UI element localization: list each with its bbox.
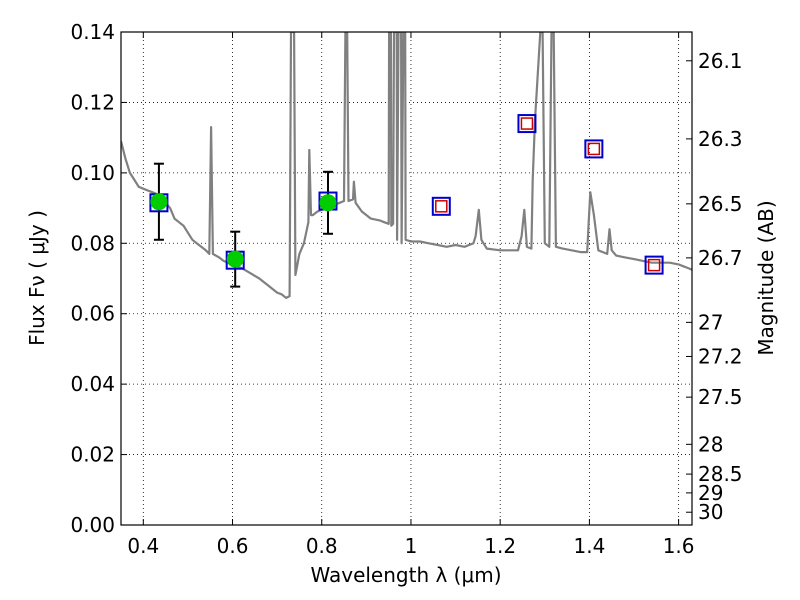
- predicted-photometry-square: [520, 117, 534, 130]
- x-tick-label: 0.8: [306, 534, 338, 558]
- y-tick-label: 0.12: [70, 90, 115, 114]
- x-tick-label: 0.6: [217, 534, 249, 558]
- predicted-photometry-square: [647, 258, 661, 272]
- x-tick-label: 1.6: [663, 534, 695, 558]
- right-tick-label: 26.1: [698, 49, 743, 73]
- model-photometry-square: [644, 255, 664, 275]
- x-tick-label: 0.4: [127, 534, 159, 558]
- right-tick-label: 27.5: [698, 385, 743, 409]
- y-axis-label: Flux Fν ( μJy ): [25, 210, 49, 346]
- y-tick-label: 0.14: [70, 20, 115, 44]
- model-photometry-square: [584, 139, 604, 159]
- x-axis-label: Wavelength λ (μm): [310, 563, 501, 587]
- y-tick-label: 0.04: [70, 372, 115, 396]
- right-tick-label: 30: [698, 500, 723, 524]
- spectrum-line: [121, 32, 692, 299]
- x-tick-label: 1.4: [573, 534, 605, 558]
- y-tick-label: 0.08: [70, 231, 115, 255]
- photometry-markers: [149, 114, 664, 288]
- observed-photometry-point: [226, 250, 244, 268]
- observed-photometry-point: [150, 193, 168, 211]
- y-tick-label: 0.06: [70, 302, 115, 326]
- model-photometry-square: [517, 114, 537, 134]
- right-tick-label: 28.5: [698, 462, 743, 486]
- plot-frame: [120, 31, 693, 526]
- y-tick-label: 0.10: [70, 161, 115, 185]
- right-tick-label: 27: [698, 310, 723, 334]
- predicted-photometry-square: [587, 142, 601, 156]
- right-tick-label: 29: [698, 481, 723, 505]
- model-photometry-square: [431, 196, 451, 216]
- right-tick-label: 26.7: [698, 246, 743, 270]
- y-tick-label: 0.02: [70, 443, 115, 467]
- x-tick-label: 1.2: [484, 534, 516, 558]
- observed-photometry-point: [319, 194, 337, 212]
- x-tick-label: 1: [405, 534, 418, 558]
- spectrum-series: [121, 32, 692, 299]
- right-tick-label: 26.5: [698, 192, 743, 216]
- y-tick-label: 0.00: [70, 513, 115, 537]
- right-tick-label: 28: [698, 432, 723, 456]
- right-tick-label: 26.3: [698, 127, 743, 151]
- right-tick-label: 27.2: [698, 344, 743, 368]
- predicted-photometry-square: [435, 200, 448, 213]
- right-axis-label: Magnitude (AB): [754, 200, 778, 355]
- axis-ticks: 0.4 0.6 0.8 1 1.2 1.4 1.6 0.00 0.02 0.04 0.06 0.08 0…: [70, 20, 742, 558]
